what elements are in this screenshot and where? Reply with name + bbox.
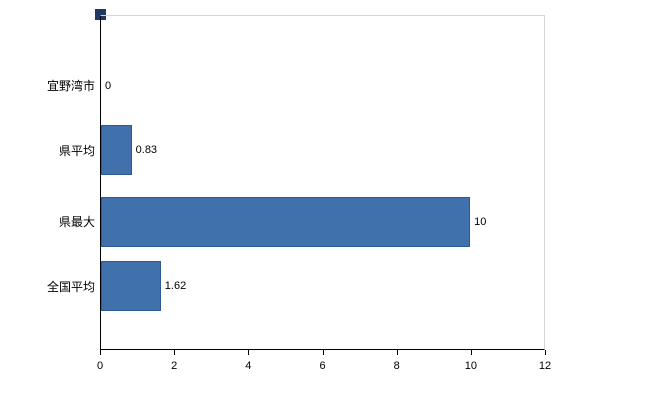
x-axis-tick-label: 0 — [96, 360, 104, 372]
x-axis-tick — [100, 350, 101, 355]
category-label: 全国平均 — [46, 279, 95, 294]
x-axis-tick-label: 12 — [538, 360, 552, 372]
value-label: 0.83 — [135, 144, 158, 157]
legend-marker — [95, 9, 106, 20]
x-axis-tick — [322, 350, 324, 355]
category-label: 県平均 — [58, 143, 95, 158]
value-label: 0 — [105, 79, 112, 92]
x-axis-tick-label: 8 — [393, 360, 400, 372]
plot-area: 宜野湾市 0 県平均 0.83 県最大 10 全国平均 1.62 — [47, 15, 545, 350]
x-axis-tick — [248, 350, 250, 355]
category-label: 宜野湾市 — [46, 79, 95, 94]
category-label: 県最大 — [58, 215, 95, 230]
value-label: 10 — [474, 215, 487, 228]
x-axis-tick — [470, 350, 472, 355]
x-axis-tick — [174, 350, 176, 355]
chart-row: 県最大 10 — [59, 196, 544, 247]
chart-row: 全国平均 1.62 — [47, 261, 544, 312]
bar — [101, 261, 161, 312]
x-axis-tick-label: 6 — [319, 360, 326, 372]
value-label: 1.62 — [164, 280, 187, 293]
x-axis-tick — [545, 350, 546, 355]
x-axis-tick-label: 2 — [171, 360, 178, 372]
x-axis-tick-label: 4 — [245, 360, 252, 372]
bar — [101, 196, 471, 247]
x-axis-tick — [396, 350, 398, 355]
chart-row: 宜野湾市 0 — [47, 61, 544, 111]
x-axis-tick-label: 10 — [464, 360, 477, 372]
chart-row: 県平均 0.83 — [59, 125, 544, 176]
bar — [101, 125, 132, 176]
